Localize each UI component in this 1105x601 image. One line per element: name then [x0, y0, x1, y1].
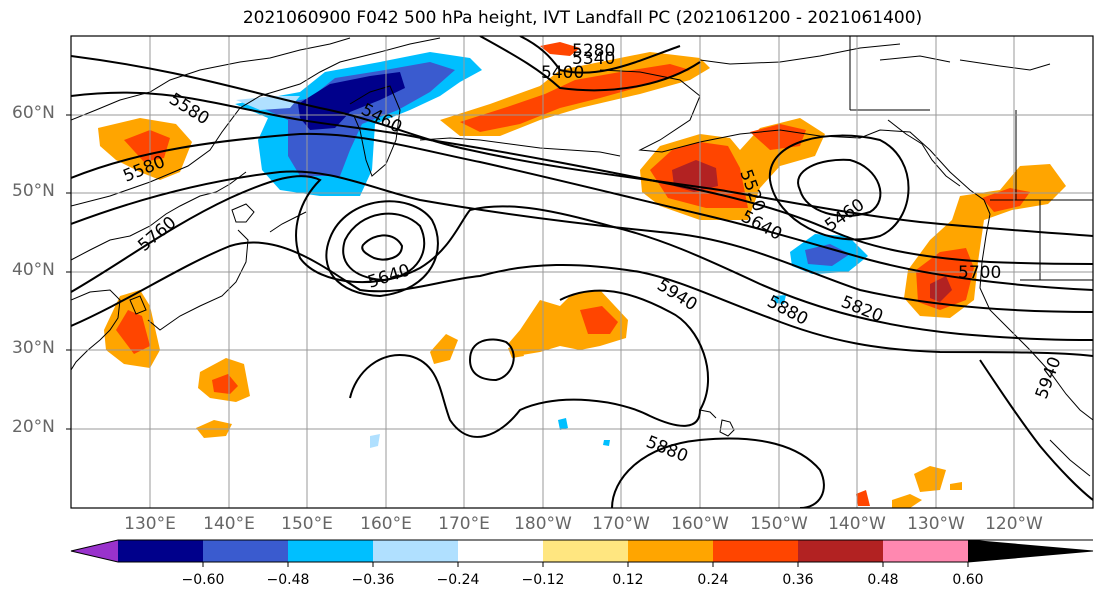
contour-labels: 5280 5340 5400 5460 5580 5580 5760 5640 … [120, 41, 1065, 467]
lat-label: 20°N [12, 417, 55, 437]
colorbar-tick-label: −0.36 [351, 572, 395, 588]
colorbar-tick-label: 0.60 [952, 572, 984, 588]
colorbar-tick-label: 0.48 [867, 572, 899, 588]
contour-label: 5400 [541, 63, 584, 83]
axis-ticks [66, 114, 71, 430]
colorbar-segment [203, 540, 288, 562]
lat-label: 50°N [12, 181, 55, 201]
colorbar-segment [288, 540, 373, 562]
ivt-negative-shading [235, 52, 868, 448]
lon-label: 140°E [203, 514, 255, 534]
colorbar-extend-min [71, 540, 118, 562]
height-contours [71, 36, 1093, 508]
lat-label: 30°N [12, 338, 55, 358]
colorbar-tick-label: −0.12 [521, 572, 565, 588]
colorbar-tick-label: −0.60 [181, 572, 225, 588]
colorbar-segment [543, 540, 628, 562]
lon-label: 140°W [828, 514, 886, 534]
lon-label: 130°E [124, 514, 176, 534]
colorbar-segment [713, 540, 798, 562]
colorbar-segment [628, 540, 713, 562]
contour-label: 5280 [572, 41, 615, 61]
lat-label: 40°N [12, 260, 55, 280]
lon-label: 150°E [281, 514, 333, 534]
lon-label: 170°W [592, 514, 650, 534]
colorbar-tick-label: 0.12 [612, 572, 644, 588]
contour-label: 5700 [958, 263, 1001, 283]
coastlines [71, 37, 1093, 477]
graticule [71, 36, 1093, 508]
colorbar-tick-label: 0.36 [782, 572, 814, 588]
lon-label: 150°W [750, 514, 808, 534]
borders [849, 36, 1093, 281]
contour-label: 5340 [572, 49, 615, 69]
lon-label: 160°E [360, 514, 412, 534]
lat-label: 60°N [12, 103, 55, 123]
lon-label: 130°W [907, 514, 965, 534]
colorbar-outline [70, 539, 1094, 563]
chart-title: 2021060900 F042 500 hPa height, IVT Land… [242, 8, 923, 28]
colorbar-segment [118, 540, 203, 562]
colorbar-segment [883, 540, 968, 562]
lon-label: 180°W [514, 514, 572, 534]
lon-label: 160°W [671, 514, 729, 534]
colorbar-extend-max [968, 540, 1093, 562]
colorbar-segment [798, 540, 883, 562]
colorbar [70, 539, 1094, 567]
lon-label: 170°E [438, 514, 490, 534]
colorbar-tick-label: −0.24 [436, 572, 480, 588]
colorbar-tick-label: 0.24 [697, 572, 729, 588]
colorbar-segment [373, 540, 458, 562]
colorbar-segment [458, 540, 543, 562]
map-frame [70, 35, 1094, 509]
lon-label: 120°W [985, 514, 1043, 534]
colorbar-tick-label: −0.48 [266, 572, 310, 588]
